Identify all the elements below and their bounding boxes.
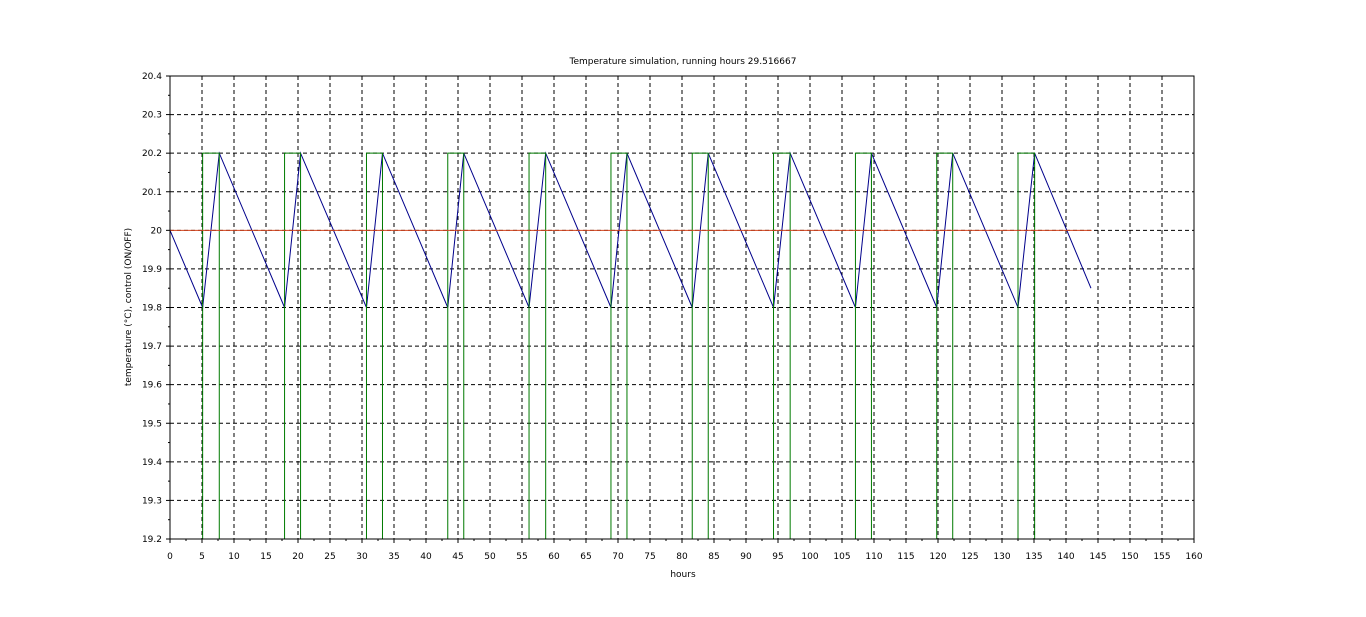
y-tick-label: 19.2 [142, 535, 162, 545]
plot-series [169, 151, 1092, 540]
x-tick-label: 70 [612, 552, 624, 562]
y-tick-label: 20 [151, 226, 163, 236]
x-tick-label: 45 [452, 552, 463, 562]
x-tick-label: 65 [580, 552, 591, 562]
y-tick-label: 19.7 [142, 342, 162, 352]
y-tick-label: 20.1 [142, 188, 162, 198]
x-tick-label: 95 [772, 552, 783, 562]
x-tick-label: 100 [801, 552, 818, 562]
x-tick-label: 115 [897, 552, 914, 562]
y-tick-label: 19.8 [142, 304, 162, 314]
x-tick-label: 130 [993, 552, 1010, 562]
x-tick-label: 90 [740, 552, 752, 562]
x-tick-label: 105 [833, 552, 850, 562]
x-tick-label: 120 [929, 552, 946, 562]
x-tick-label: 15 [260, 552, 271, 562]
x-tick-label: 80 [676, 552, 688, 562]
x-tick-label: 50 [484, 552, 496, 562]
series-line-2 [170, 152, 1091, 540]
x-tick-label: 85 [708, 552, 719, 562]
x-tick-label: 160 [1185, 552, 1202, 562]
y-tick-label: 20.3 [142, 111, 162, 121]
x-tick-label: 10 [228, 552, 240, 562]
y-axis-ticks: 19.2 19.3 19.4 19.5 19.6 19.7 19.8 19.9 20 20.1 20… [142, 72, 170, 545]
y-tick-label: 19.4 [142, 458, 162, 468]
x-tick-label: 75 [644, 552, 655, 562]
x-tick-label: 125 [961, 552, 978, 562]
x-tick-label: 135 [1025, 552, 1042, 562]
x-tick-label: 5 [199, 552, 205, 562]
x-tick-label: 110 [865, 552, 882, 562]
y-tick-label: 19.3 [142, 496, 162, 506]
x-tick-label: 150 [1121, 552, 1138, 562]
y-tick-label: 19.5 [142, 419, 162, 429]
x-tick-label: 140 [1057, 552, 1074, 562]
y-axis-label: temperature (°C), control (ON/OFF) [124, 228, 134, 386]
x-tick-label: 0 [167, 552, 173, 562]
grid-lines [170, 76, 1194, 539]
x-tick-label: 30 [356, 552, 368, 562]
x-axis-ticks: 0 5 10 15 20 25 30 35 40 45 50 55 60 65 70 75 80 85 90 95 10… [167, 539, 1203, 562]
chart-title: Temperature simulation, running hours 29… [569, 57, 797, 67]
y-tick-label: 20.2 [142, 149, 162, 159]
x-tick-label: 25 [324, 552, 335, 562]
y-tick-label: 19.9 [142, 265, 162, 275]
y-tick-label: 20.4 [142, 72, 162, 82]
x-tick-label: 55 [516, 552, 527, 562]
y-tick-label: 19.6 [142, 381, 162, 391]
x-tick-label: 40 [420, 552, 432, 562]
x-tick-label: 35 [388, 552, 399, 562]
x-axis-label: hours [670, 570, 696, 580]
x-tick-label: 155 [1153, 552, 1170, 562]
x-tick-label: 60 [548, 552, 560, 562]
x-tick-label: 145 [1089, 552, 1106, 562]
x-tick-label: 20 [292, 552, 304, 562]
